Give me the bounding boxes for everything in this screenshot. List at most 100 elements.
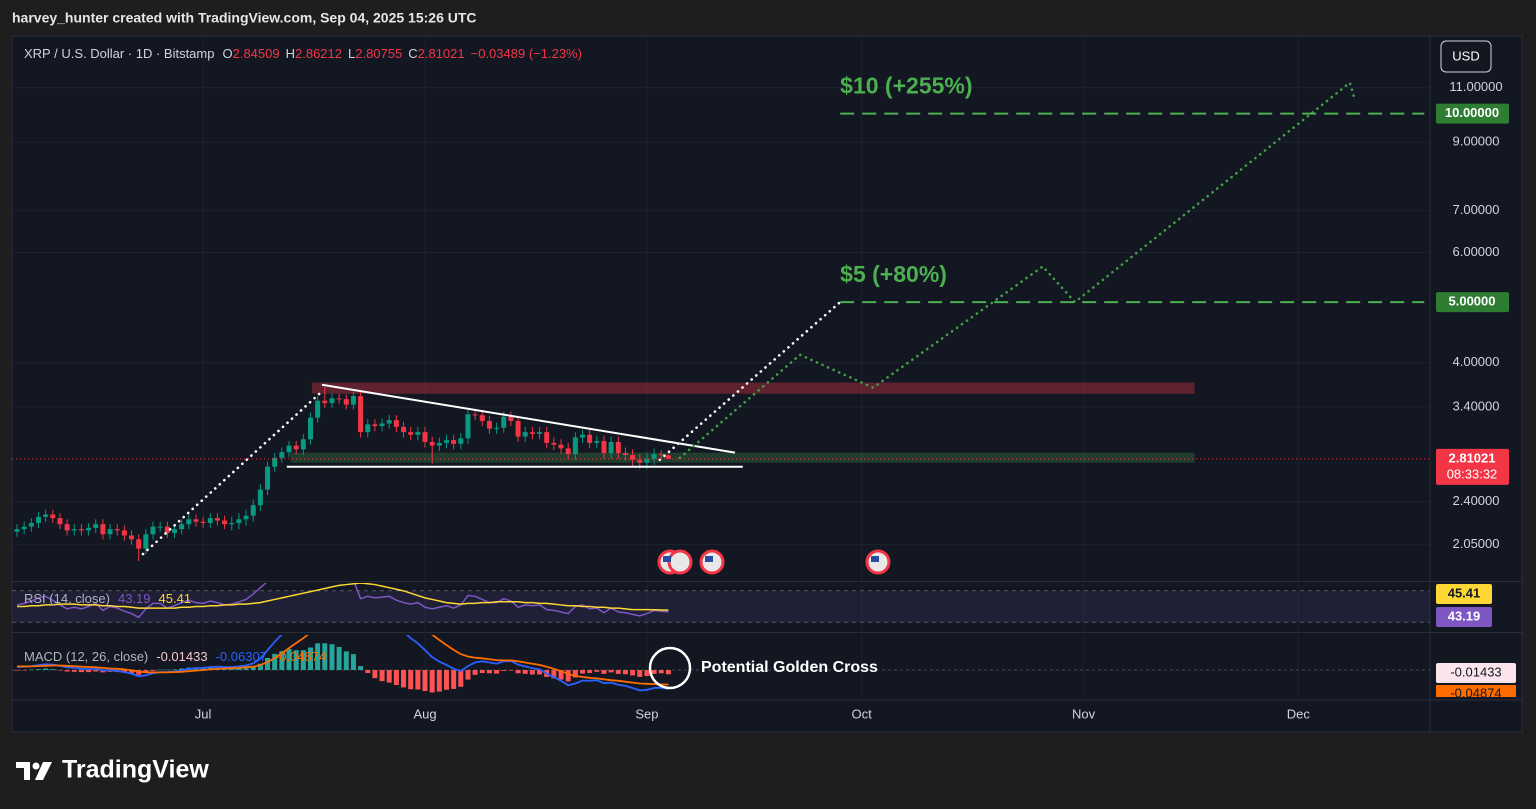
- candle-body: [121, 530, 127, 536]
- rsi-value-box: [1436, 607, 1492, 627]
- candle-body: [436, 442, 442, 446]
- target-label: $10 (+255%): [840, 73, 972, 99]
- macd-histogram-bar: [501, 670, 507, 671]
- macd-histogram-bar: [78, 670, 84, 673]
- rsi-legend-value: 45.41: [159, 591, 192, 606]
- candle-body: [28, 522, 34, 527]
- candle-body: [307, 417, 313, 440]
- candle-body: [515, 420, 521, 437]
- currency-button-label[interactable]: USD: [1452, 48, 1479, 63]
- macd-histogram-bar: [630, 670, 636, 676]
- rsi-line: [16, 583, 669, 619]
- candle-body: [630, 455, 636, 460]
- macd-histogram-bar: [594, 670, 600, 672]
- macd-histogram-bar: [436, 670, 442, 692]
- candle-body: [401, 426, 407, 433]
- candle-body: [443, 440, 449, 443]
- macd-histogram-bar: [651, 670, 657, 674]
- candle-body: [494, 427, 500, 429]
- macd-histogram-bar: [35, 669, 41, 671]
- macd-histogram-bar: [307, 647, 313, 671]
- macd-histogram-bar: [179, 668, 185, 671]
- macd-histogram-bar: [129, 670, 135, 674]
- macd-legend: MACD (12, 26, close) -0.01433 -0.06307 -0.0…: [24, 649, 326, 664]
- macd-histogram-bar: [622, 670, 628, 675]
- macd-histogram-bar: [558, 670, 564, 680]
- logo-mark: [35, 762, 52, 780]
- candle-body: [537, 432, 543, 434]
- currency-button-box[interactable]: [1440, 40, 1492, 73]
- candle-body: [343, 399, 349, 405]
- current-price-label: 2.81021: [1449, 450, 1496, 465]
- y-tick-label: 2.05000: [1453, 536, 1500, 551]
- macd-histogram-bar: [408, 670, 414, 690]
- candle-body: [472, 414, 478, 416]
- macd-histogram-bar: [379, 670, 385, 682]
- candle-body: [336, 398, 342, 400]
- logo-mark: [16, 762, 30, 780]
- macd-histogram-bar: [358, 666, 364, 671]
- macd-histogram-bar: [658, 670, 664, 674]
- macd-histogram-bar: [293, 650, 299, 671]
- macd-histogram-bar: [386, 670, 392, 683]
- candle-body: [229, 522, 235, 525]
- trend-line: [321, 383, 736, 454]
- candle-body: [279, 452, 285, 458]
- flag-canton: [663, 556, 671, 562]
- header-text: harvey_hunter created with TradingView.c…: [12, 10, 477, 26]
- candle-body: [350, 396, 356, 405]
- legend-value: 2.80755: [355, 46, 402, 61]
- macd-histogram-bar: [393, 670, 399, 686]
- candle-body: [479, 415, 485, 421]
- candle-body: [93, 524, 99, 528]
- candle-body: [236, 519, 242, 523]
- candle-body: [129, 535, 135, 540]
- y-tick-label: 3.40000: [1453, 398, 1500, 413]
- candle-body: [322, 400, 328, 404]
- candle-body: [665, 455, 671, 459]
- macd-histogram-bar: [508, 670, 514, 671]
- legend-key: C: [408, 46, 417, 61]
- candle-body: [250, 505, 256, 516]
- candle-body: [458, 438, 464, 444]
- macd-histogram-bar: [479, 670, 485, 674]
- candle-body: [658, 454, 664, 456]
- macd-value-box: [1436, 685, 1516, 697]
- legend-key: L: [348, 46, 355, 61]
- candle-body: [14, 529, 20, 532]
- candle-body: [358, 396, 364, 433]
- level-value-box: [1436, 103, 1509, 124]
- candle-body: [608, 441, 614, 454]
- candle-body: [315, 400, 321, 418]
- macd-histogram-bar: [300, 650, 306, 671]
- macd-histogram-bar: [86, 670, 92, 673]
- x-tick-label: Oct: [852, 706, 873, 721]
- legend-key: H: [286, 46, 295, 61]
- candle-body: [408, 432, 414, 435]
- rsi-band: [12, 590, 1430, 623]
- macd-histogram-bar: [71, 670, 77, 672]
- macd-histogram-bar: [537, 670, 543, 675]
- legend-value: 2.86212: [295, 46, 342, 61]
- macd-histogram-bar: [365, 670, 371, 674]
- rsi-title: RSI (14, close): [24, 591, 110, 606]
- grid: [12, 36, 1430, 700]
- candle-body: [522, 432, 528, 437]
- y-tick-label: 9.00000: [1453, 134, 1500, 149]
- candle-body: [565, 448, 571, 455]
- macd-histogram-bar: [329, 644, 335, 671]
- macd-histogram-bar: [422, 670, 428, 692]
- candle-body: [551, 442, 557, 445]
- x-tick-label: Sep: [635, 706, 658, 721]
- candle-body: [422, 432, 428, 442]
- event-flag[interactable]: [667, 549, 693, 575]
- currency-button[interactable]: USD: [1440, 40, 1492, 73]
- macd-histogram-bar: [200, 667, 206, 671]
- macd-histogram-bar: [322, 643, 328, 671]
- macd-histogram-bar: [236, 668, 242, 671]
- candle-body: [501, 416, 507, 428]
- candle-body: [558, 444, 564, 449]
- candle-body: [265, 466, 271, 490]
- macd-histogram-bar: [150, 670, 156, 671]
